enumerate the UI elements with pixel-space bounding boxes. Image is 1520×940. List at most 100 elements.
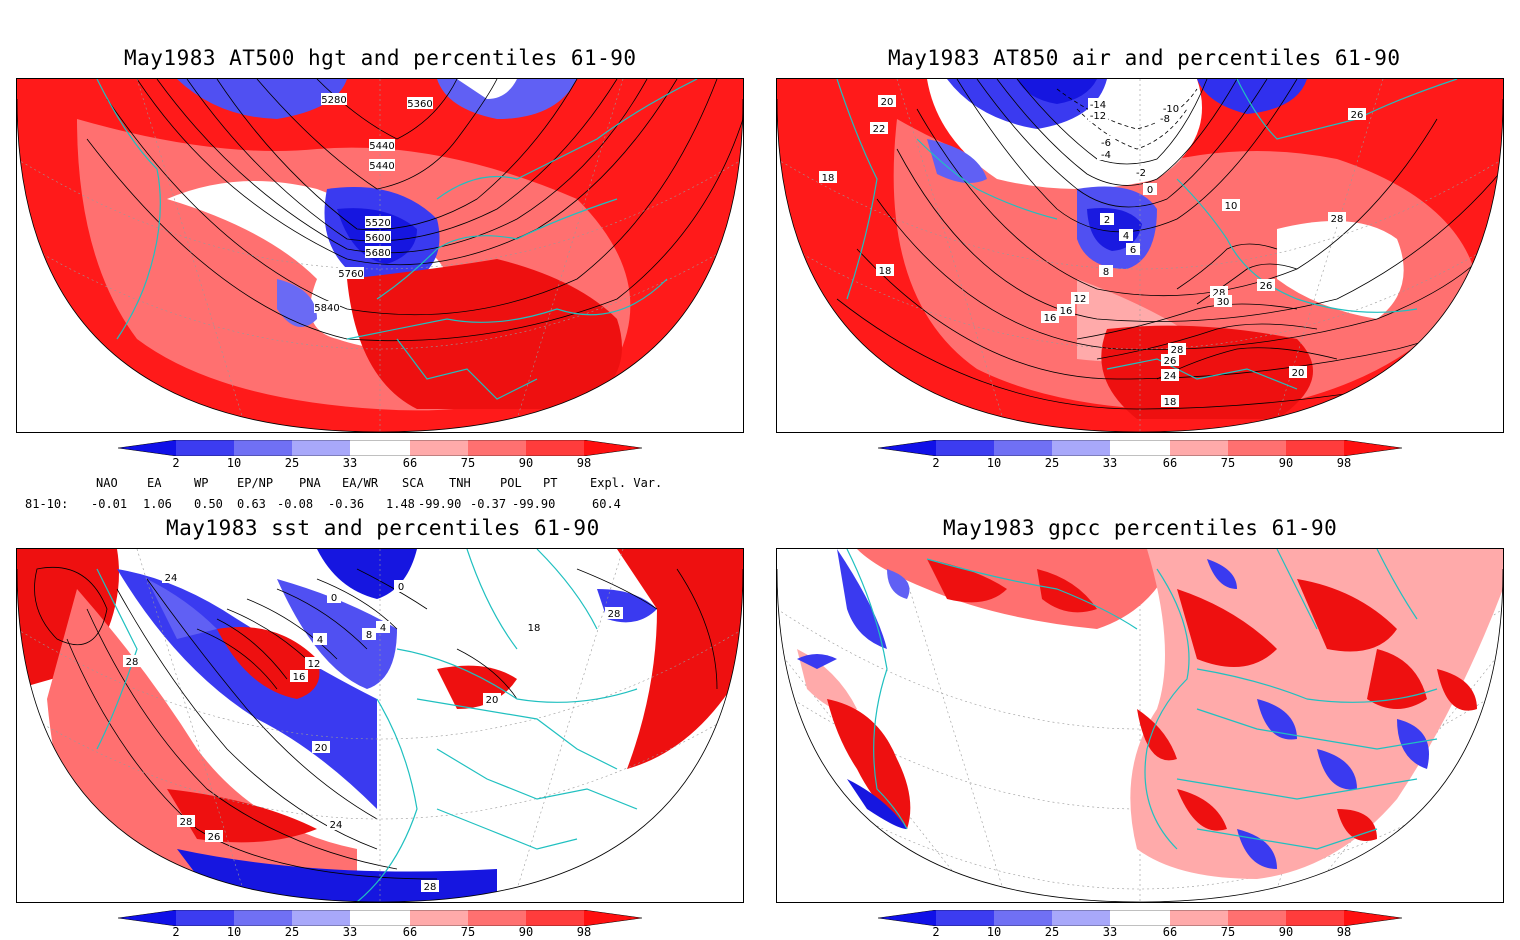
colorbar-label: 66 bbox=[1162, 925, 1178, 939]
colorbar-label: 66 bbox=[402, 456, 418, 470]
contour-label: 5520 bbox=[365, 218, 390, 229]
colorbar-label: 33 bbox=[1102, 456, 1118, 470]
index-header: SCA bbox=[402, 476, 424, 490]
index-header: EP/NP bbox=[237, 476, 274, 490]
contour-label: 18 bbox=[879, 266, 892, 277]
index-value: 60.4 bbox=[592, 497, 621, 511]
contour-label: 2 bbox=[1104, 215, 1110, 226]
contour-label: -12 bbox=[1090, 111, 1106, 122]
contour-label: 22 bbox=[873, 124, 886, 135]
colorbar-label: 10 bbox=[986, 925, 1002, 939]
contour-label: 20 bbox=[315, 743, 328, 754]
index-value: -0.36 bbox=[328, 497, 365, 511]
colorbar-label: 25 bbox=[1044, 456, 1060, 470]
contour-label: 10 bbox=[1225, 201, 1238, 212]
colorbar-label: 33 bbox=[342, 456, 358, 470]
index-value: 1.06 bbox=[143, 497, 172, 511]
contour-label: 28 bbox=[424, 882, 437, 893]
map-panel-gpcc bbox=[776, 548, 1504, 903]
colorbar-label: 2 bbox=[172, 456, 180, 470]
index-value: -0.08 bbox=[277, 497, 314, 511]
contour-label: 0 bbox=[398, 582, 404, 593]
contour-label: 0 bbox=[331, 593, 337, 604]
contour-label: 5280 bbox=[321, 95, 346, 106]
colorbar-label: 98 bbox=[576, 456, 592, 470]
contour-label: 5680 bbox=[365, 248, 390, 259]
contour-label: 6 bbox=[1130, 245, 1136, 256]
colorbar-label: 33 bbox=[1102, 925, 1118, 939]
contour-label: 28 bbox=[1213, 288, 1226, 299]
contour-label: 5760 bbox=[338, 269, 363, 280]
colorbar-label: 75 bbox=[1220, 925, 1236, 939]
contour-label: 28 bbox=[1171, 345, 1184, 356]
index-value: -99.90 bbox=[418, 497, 462, 511]
colorbar-label: 66 bbox=[402, 925, 418, 939]
index-header: Expl. Var. bbox=[590, 476, 663, 490]
contour-label: 16 bbox=[1044, 313, 1057, 324]
index-header: PNA bbox=[299, 476, 321, 490]
contour-label: 5360 bbox=[407, 99, 432, 110]
colorbar-label: 75 bbox=[1220, 456, 1236, 470]
contour-label: -14 bbox=[1090, 100, 1106, 111]
contour-label: 30 bbox=[1217, 297, 1230, 308]
contour-label: 20 bbox=[1292, 368, 1305, 379]
colorbar-air: 2 10 25 33 66 75 90 98 bbox=[877, 439, 1403, 470]
contour-label: -6 bbox=[1101, 138, 1111, 149]
colorbar-label: 10 bbox=[226, 925, 242, 939]
contour-label: 4 bbox=[317, 635, 323, 646]
index-value: 0.50 bbox=[194, 497, 223, 511]
panel-title-sst: May1983 sst and percentiles 61-90 bbox=[166, 516, 600, 540]
index-value: 0.63 bbox=[237, 497, 266, 511]
contour-label: -10 bbox=[1163, 104, 1179, 115]
index-row-label: 81-10: bbox=[25, 497, 69, 511]
colorbar-sst: 2 10 25 33 66 75 90 98 bbox=[117, 909, 643, 940]
contour-label: 5440 bbox=[369, 141, 394, 152]
index-value: -0.37 bbox=[470, 497, 507, 511]
colorbar-label: 33 bbox=[342, 925, 358, 939]
colorbar-gpcc: 2 10 25 33 66 75 90 98 bbox=[877, 909, 1403, 940]
index-header: TNH bbox=[449, 476, 471, 490]
contour-label: 26 bbox=[208, 832, 221, 843]
contour-label: 16 bbox=[293, 672, 306, 683]
index-header: EA/WR bbox=[342, 476, 379, 490]
index-header: PT bbox=[543, 476, 558, 490]
colorbar-label: 2 bbox=[172, 925, 180, 939]
contour-label: 24 bbox=[330, 820, 343, 831]
map-panel-hgt: 5280 5360 5440 5440 5520 5600 5680 5760 … bbox=[16, 78, 744, 433]
contour-label: 26 bbox=[1351, 110, 1364, 121]
contour-label: 4 bbox=[380, 623, 386, 634]
colorbar-label: 66 bbox=[1162, 456, 1178, 470]
contour-label: 28 bbox=[126, 657, 139, 668]
panel-title-hgt: May1983 AT500 hgt and percentiles 61-90 bbox=[124, 46, 637, 70]
colorbar-label: 90 bbox=[1278, 925, 1294, 939]
map-panel-air: -14 -12 -10 -8 -6 -4 -2 0 2 4 6 8 10 12 … bbox=[776, 78, 1504, 433]
contour-label: 18 bbox=[528, 623, 541, 634]
colorbar-label: 10 bbox=[986, 456, 1002, 470]
colorbar-label: 75 bbox=[460, 925, 476, 939]
contour-label: 28 bbox=[180, 817, 193, 828]
panel-title-air: May1983 AT850 air and percentiles 61-90 bbox=[888, 46, 1401, 70]
colorbar-label: 90 bbox=[518, 925, 534, 939]
contour-label: 18 bbox=[1164, 397, 1177, 408]
index-header: NAO bbox=[96, 476, 118, 490]
contour-label: 0 bbox=[1147, 185, 1153, 196]
colorbar-label: 90 bbox=[1278, 456, 1294, 470]
colorbar-label: 75 bbox=[460, 456, 476, 470]
contour-label: 5840 bbox=[314, 303, 339, 314]
contour-label: 8 bbox=[366, 630, 372, 641]
index-value: -99.90 bbox=[512, 497, 556, 511]
colorbar-label: 2 bbox=[932, 925, 940, 939]
contour-label: 24 bbox=[1164, 371, 1177, 382]
index-value: -0.01 bbox=[91, 497, 128, 511]
contour-label: 8 bbox=[1103, 267, 1109, 278]
colorbar-hgt: 2 10 25 33 66 75 90 98 bbox=[117, 439, 643, 470]
contour-label: 5600 bbox=[365, 233, 390, 244]
index-value: 1.48 bbox=[386, 497, 415, 511]
contour-label: 26 bbox=[1260, 281, 1273, 292]
contour-label: 4 bbox=[1123, 231, 1129, 242]
contour-label: 26 bbox=[1164, 356, 1177, 367]
map-panel-sst: 24 28 28 26 28 20 24 16 12 8 4 4 0 0 28 … bbox=[16, 548, 744, 903]
contour-label: 12 bbox=[308, 659, 321, 670]
contour-label: -8 bbox=[1160, 114, 1170, 125]
index-header: WP bbox=[194, 476, 209, 490]
